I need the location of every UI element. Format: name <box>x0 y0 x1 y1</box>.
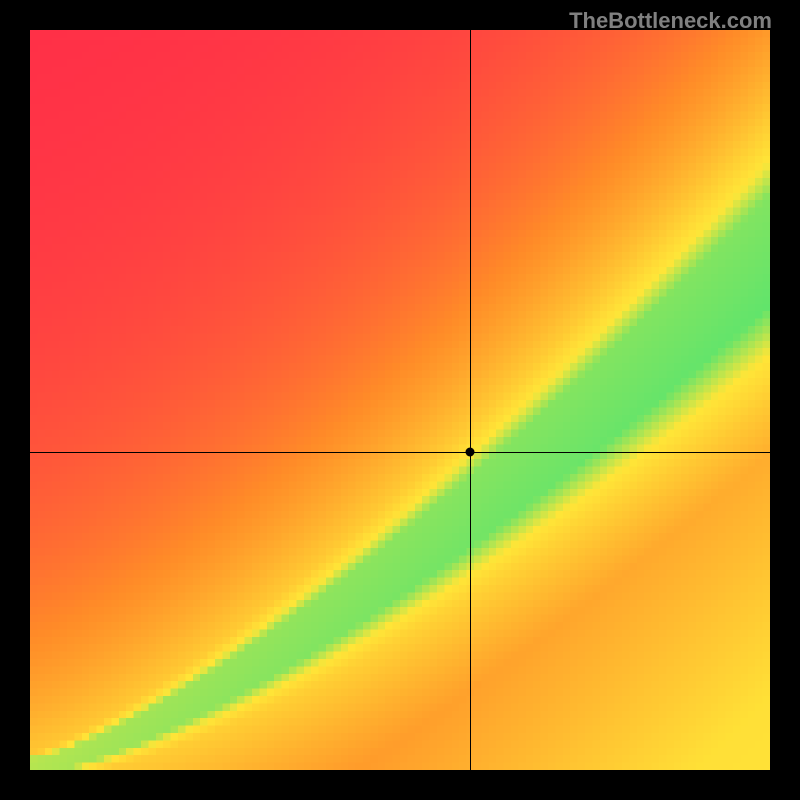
chart-container: TheBottleneck.com <box>0 0 800 800</box>
crosshair-horizontal <box>30 452 770 453</box>
crosshair-vertical <box>470 30 471 770</box>
watermark-text: TheBottleneck.com <box>569 8 772 34</box>
heatmap-plot <box>30 30 770 770</box>
heatmap-canvas <box>30 30 770 770</box>
crosshair-marker <box>466 447 475 456</box>
